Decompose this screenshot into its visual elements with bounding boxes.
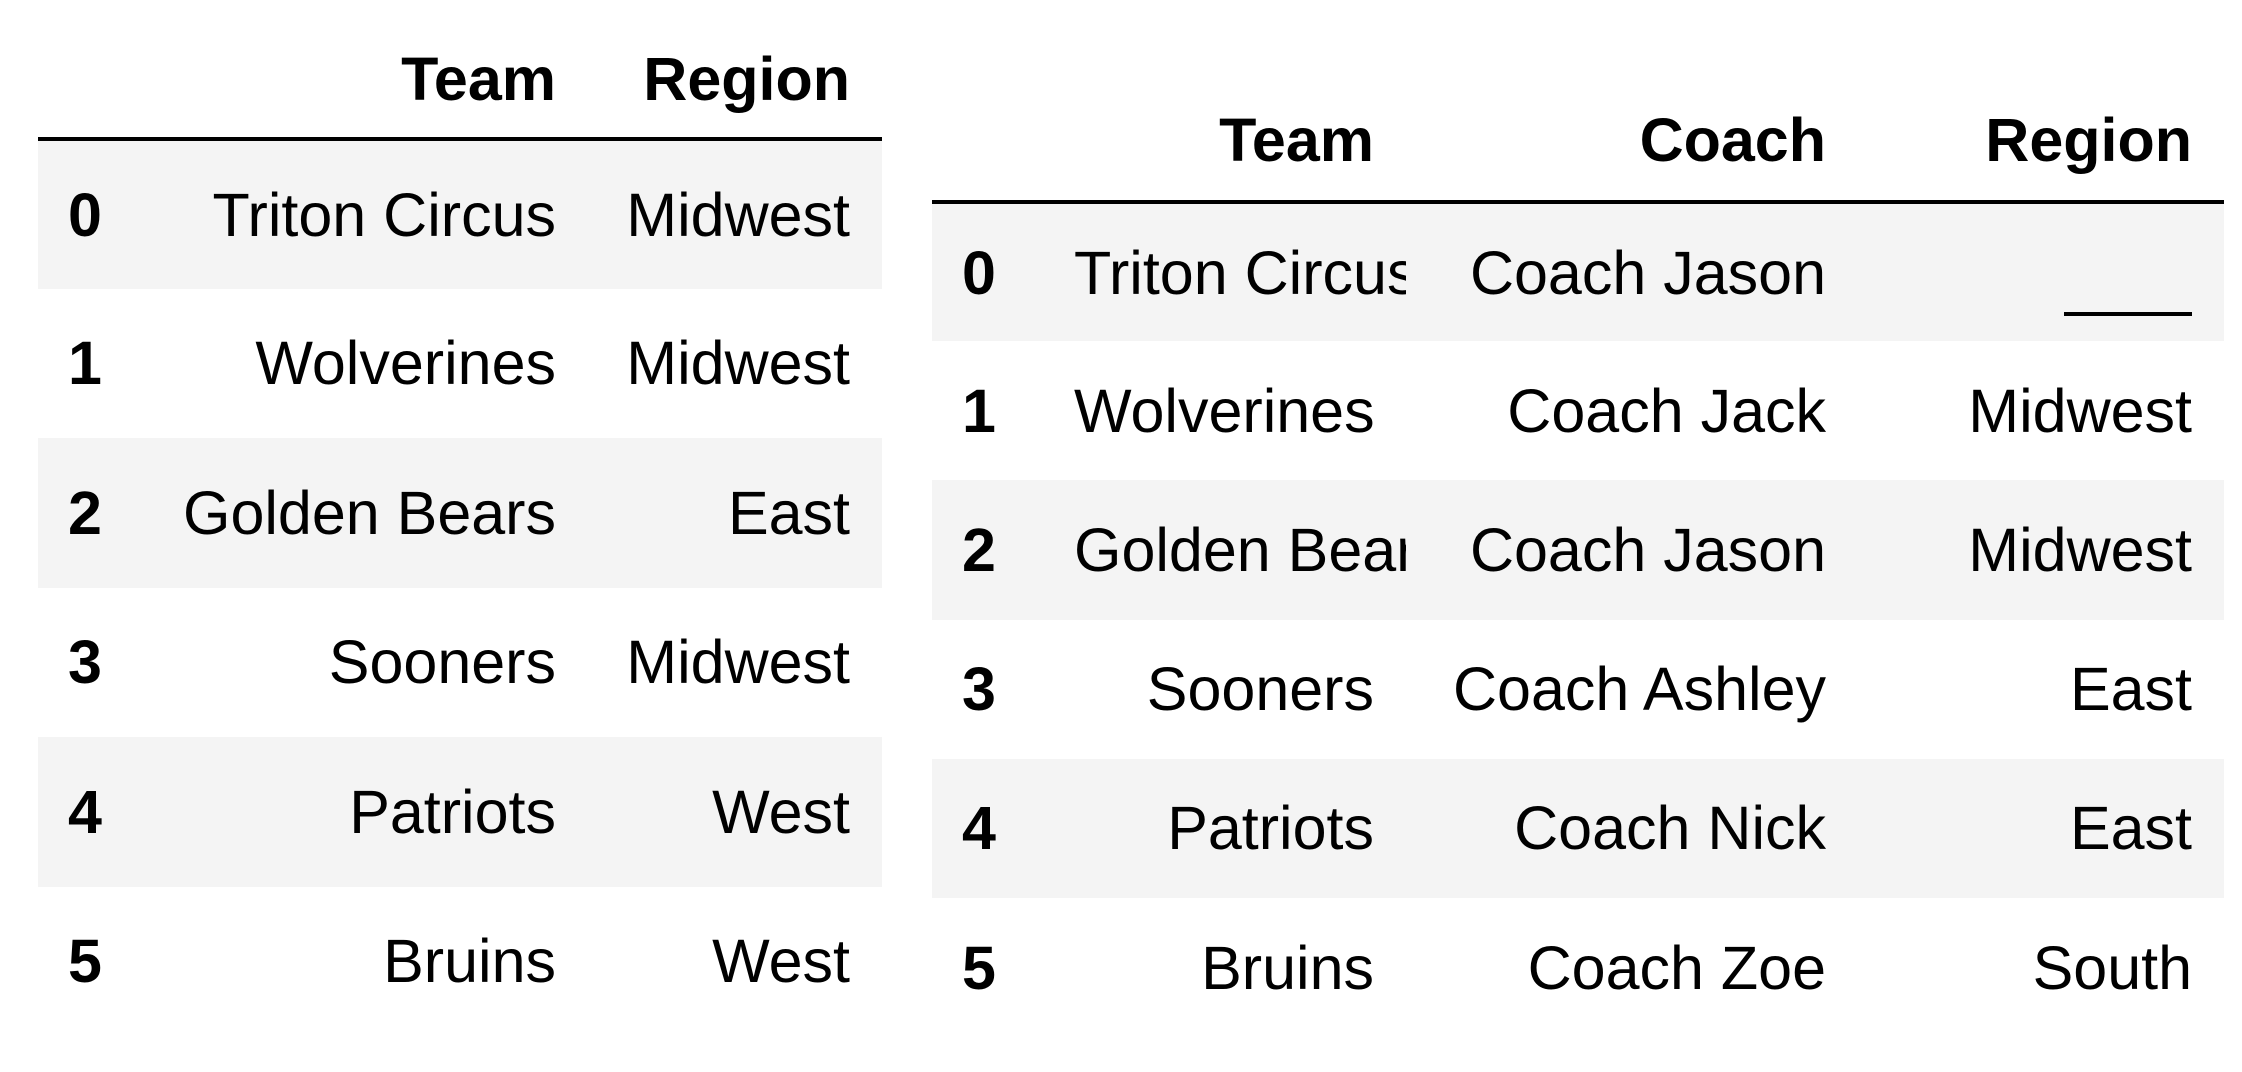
row-index: 1 [68,329,102,398]
row-index: 2 [68,478,102,547]
cell-region: Midwest [626,329,850,398]
cell-team: Sooners [1146,655,1374,724]
row-index: 5 [962,933,996,1002]
cell-coach: Coach Jason [1469,238,1826,307]
row-index: 0 [68,180,102,249]
header-row: Team Region [38,20,882,139]
cell-team: Bruins [383,927,556,996]
left-dataframe-table: Team Region 0 Triton Circus Midwest 1 Wo… [38,20,882,1036]
cell-region: East [2069,794,2192,863]
cell-team: Sooners [328,628,556,697]
cell-region: West [712,927,850,996]
table-row: 4 Patriots Coach Nick East [932,758,2224,898]
row-index: 1 [962,376,996,445]
cell-region: West [712,777,850,846]
cell-region: Midwest [626,628,850,697]
index-header [38,20,148,139]
cell-region: South [2032,933,2192,1002]
cell-team: Golden Bears [183,478,556,547]
cell-coach: Coach Zoe [1527,933,1826,1002]
table-row: 2 Golden Bears East [38,438,882,588]
row-index: 4 [962,794,996,863]
row-index: 2 [962,515,996,584]
cell-region: Midwest [1968,515,2192,584]
cell-coach: Coach Ashley [1453,655,1826,724]
column-header-coach: Coach [1639,106,1826,174]
cell-region: Midwest [626,180,850,249]
cell-team: Patriots [349,777,556,846]
index-header [932,80,1042,202]
cell-region: Midwest [1968,376,2192,445]
cell-coach: Coach Nick [1514,794,1826,863]
cell-coach: Coach Jason [1469,515,1826,584]
row-index: 5 [68,927,102,996]
cell-region-missing [1858,202,2224,341]
cell-team: Patriots [1167,794,1374,863]
table-row: 3 Sooners Coach Ashley East [932,619,2224,759]
cell-region: East [727,478,850,547]
row-index: 4 [68,777,102,846]
table-row: 1 Wolverines Midwest [38,288,882,438]
column-header-team: Team [401,44,556,113]
cell-team: Triton Circus [212,180,556,249]
column-header-team: Team [1219,106,1374,174]
table-row: 5 Bruins Coach Zoe South [932,897,2224,1038]
row-index: 0 [962,238,996,307]
row-index: 3 [68,628,102,697]
cell-team: Wolverines [1074,376,1375,445]
missing-value-line [2064,302,2192,316]
table-row: 0 Triton Circus Coach Jason [932,202,2224,342]
cell-region: East [2069,655,2192,724]
table-row: 2 Golden Bears Coach Jason Midwest [932,480,2224,620]
right-dataframe-table: Team Coach Region 0 Triton Circus Coach … [932,80,2224,1038]
column-header-region: Region [643,44,850,113]
cell-team: Golden Bears [1074,515,1406,584]
table-row: 0 Triton Circus Midwest [38,139,882,289]
table-row: 5 Bruins West [38,886,882,1036]
table-row: 1 Wolverines Coach Jack Midwest [932,341,2224,481]
cell-team: Wolverines [255,329,556,398]
table-row: 4 Patriots West [38,737,882,887]
header-row: Team Coach Region [932,80,2224,202]
cell-team: Triton Circus [1074,238,1406,307]
table-row: 3 Sooners Midwest [38,587,882,737]
cell-team: Bruins [1201,933,1374,1002]
column-header-region: Region [1985,106,2192,174]
row-index: 3 [962,655,996,724]
cell-coach: Coach Jack [1507,376,1826,445]
